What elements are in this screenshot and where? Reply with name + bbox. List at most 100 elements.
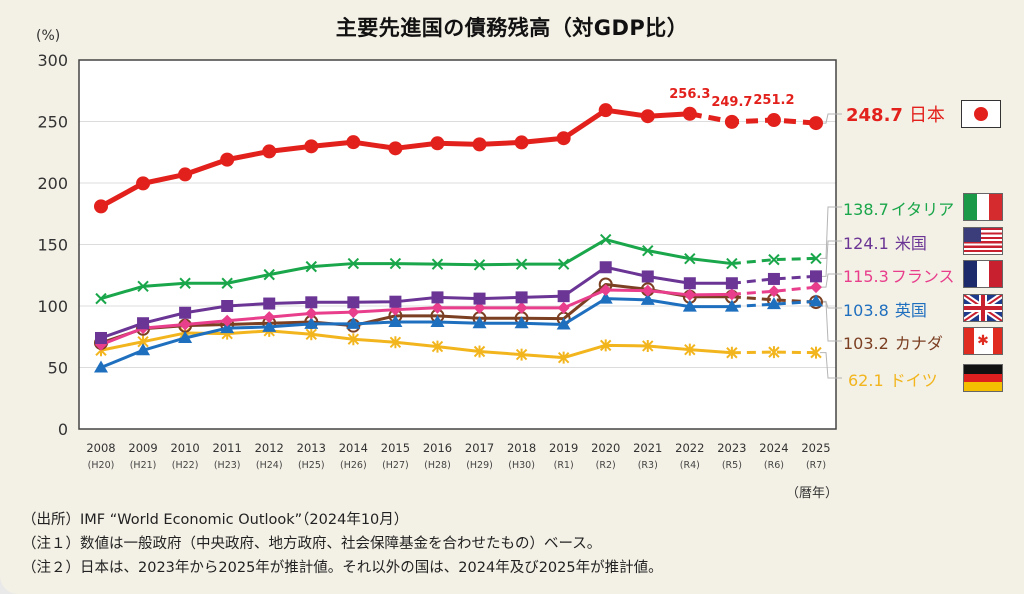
x-tick-sublabel: (H21) [130,460,157,471]
data-point [431,340,444,353]
x-tick-label: 2024 [759,441,788,455]
x-tick-label: 2022 [675,441,704,455]
data-point [599,261,612,274]
series-line-actual [100,297,732,369]
data-point [557,351,570,364]
data-point [515,291,528,304]
data-point [221,314,234,327]
data-point [599,233,612,246]
chart-title: 主要先進国の債務残高（対GDP比） [335,16,689,40]
data-point [389,295,402,308]
x-tick-sublabel: (R6) [764,460,784,471]
data-point [262,319,277,332]
plot-frame [78,59,837,430]
flag-japan-icon [961,100,1001,128]
x-tick-sublabel: (R1) [554,460,574,471]
data-point [683,288,696,301]
data-label: 251.2 [753,93,794,108]
data-point [724,299,739,312]
series-italy [95,233,822,305]
x-tick-label: 2014 [339,441,368,455]
data-point [767,285,780,298]
y-tick-label: 150 [37,236,68,255]
x-tick-sublabel: (H20) [88,460,115,471]
data-point [389,336,402,349]
data-point [515,301,528,314]
x-tick-sublabel: (R5) [722,460,742,471]
data-point [263,268,275,281]
data-point [389,257,402,270]
data-point [178,167,193,182]
legend-country-name: 英国 [894,301,927,320]
x-tick-label: 2025 [801,441,830,455]
series-line-actual [100,282,732,345]
data-point [809,116,823,131]
data-point [514,316,529,329]
x-tick-sublabel: (H30) [508,460,535,471]
data-point [640,292,655,305]
data-point [388,141,403,156]
data-point [641,284,654,297]
data-point [557,258,570,270]
data-point [221,277,233,289]
data-point [220,152,235,167]
y-tick-label: 200 [37,174,68,193]
flag-germany-icon [963,364,1003,392]
leader-line [820,300,842,309]
x-tick-label: 2012 [255,441,284,455]
x-tick-sublabel: (H24) [256,460,283,471]
legend-country-name: 米国 [894,234,927,253]
x-tick-label: 2011 [213,441,242,455]
legend-item-germany: 62.1 ドイツ [848,367,938,391]
data-point [809,294,823,307]
x-tick-label: 2019 [549,441,578,455]
data-point [725,288,738,301]
data-point [347,257,360,270]
data-label: 249.7 [711,95,752,110]
legend-value: 103.8 [843,301,889,320]
data-point [347,333,360,346]
data-point [598,291,613,304]
data-point [305,296,318,309]
data-point [599,339,612,352]
data-point [810,346,822,359]
x-tick-sublabel: (H29) [466,460,493,471]
data-point [810,270,822,283]
x-tick-label: 2018 [507,441,536,455]
series-line-estimate [689,111,817,126]
legend-country-name: イタリア [890,200,955,219]
x-tick-sublabel: (R7) [806,460,826,471]
data-point [556,131,571,146]
note-source: （出所）IMF “World Economic Outlook”（2024年10… [22,512,409,528]
data-point [347,296,360,309]
x-tick-label: 2016 [423,441,452,455]
note-2: （注２）日本は、2023年から2025年が推計値。それ以外の国は、2024年及び… [22,560,663,576]
legend-item-uk: 103.8 英国 [843,297,927,321]
x-tick-label: 2010 [170,441,199,455]
data-point [642,244,654,257]
data-point [179,318,192,331]
flag-italy-icon [963,193,1003,221]
data-point [642,339,654,352]
data-point [263,311,276,324]
data-point [346,135,361,150]
legend-value: 124.1 [843,234,889,253]
data-point [515,348,528,361]
data-point [431,301,444,314]
data-point [346,316,361,329]
legend-country-name: フランス [890,267,955,286]
data-point [178,330,193,343]
data-point [136,343,151,356]
data-point [810,252,822,265]
data-point [94,360,108,373]
legend-item-usa: 124.1 米国 [843,230,927,254]
data-point [430,136,445,151]
data-point [304,139,319,154]
data-point [473,259,486,271]
series-uk [94,291,823,373]
data-point [640,109,655,124]
x-tick-label: 2023 [717,441,746,455]
series-line-actual [100,288,732,347]
leader-line [820,206,842,259]
x-tick-sublabel: (H26) [340,460,367,471]
